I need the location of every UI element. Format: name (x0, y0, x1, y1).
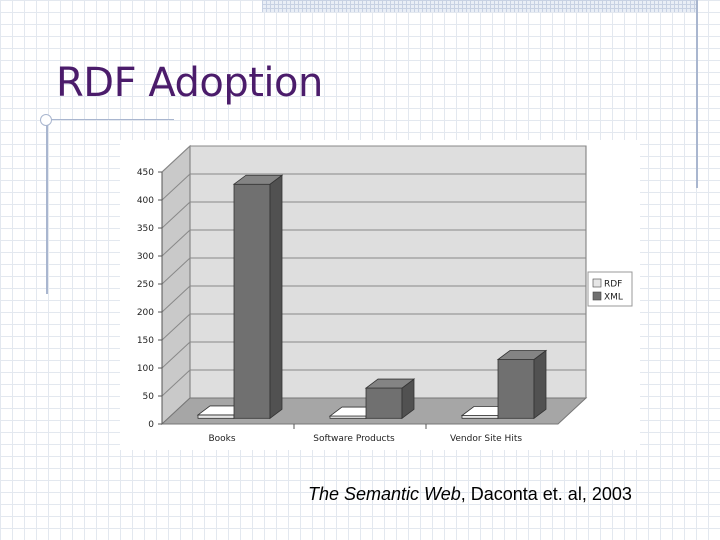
y-tick-label: 250 (137, 280, 154, 290)
gridline-side (161, 257, 191, 285)
bar-top (496, 350, 548, 360)
legend-label-xml: XML (604, 293, 623, 303)
slide-title: RDF Adoption (56, 60, 323, 106)
gridline-side (161, 229, 191, 257)
citation-title: The Semantic Web (308, 484, 461, 504)
gridline-side (161, 285, 191, 313)
right-rule-decoration (696, 0, 698, 188)
y-tick-label: 100 (137, 364, 154, 374)
gridline-side (161, 173, 191, 201)
citation-caption: The Semantic Web, Daconta et. al, 2003 (308, 484, 632, 505)
bar-side (269, 174, 283, 420)
bar-front (461, 415, 499, 419)
chart-side-wall (161, 144, 191, 426)
bar-front (233, 183, 271, 419)
legend-swatch-rdf (592, 278, 602, 288)
bar-front (365, 387, 403, 419)
bar-xml-2 (364, 378, 416, 420)
citation-author-year: , Daconta et. al, 2003 (460, 484, 632, 504)
y-tick-label: 450 (137, 168, 154, 178)
chart-category-labels: Books Software Products Vendor Site Hits (208, 424, 522, 444)
gridline-side (161, 145, 191, 173)
chart-legend: RDF XML (587, 271, 633, 307)
title-underline-decoration (46, 119, 174, 120)
y-tick-label: 50 (143, 392, 155, 402)
rdf-adoption-chart: 0 50 100 150 200 250 300 350 400 450 Books Softwar… (120, 140, 640, 450)
bar-top (364, 378, 416, 389)
bar-xml-3 (496, 349, 548, 420)
y-tick-label: 350 (137, 224, 154, 234)
gridline-side (161, 313, 191, 341)
y-tick-label: 0 (148, 420, 154, 430)
gridline-side (161, 201, 191, 229)
gridline-side (161, 341, 191, 369)
y-tick-label: 150 (137, 336, 154, 346)
bar-xml-1 (232, 174, 284, 420)
category-label: Books (208, 434, 235, 444)
y-tick-label: 300 (137, 252, 154, 262)
bar-front (197, 414, 235, 419)
legend-label-rdf: RDF (604, 280, 622, 290)
gridline-side (161, 369, 191, 397)
bar-front (497, 359, 535, 419)
category-label: Vendor Site Hits (450, 434, 522, 444)
category-label: Software Products (313, 434, 395, 444)
legend-box (587, 271, 633, 307)
bar-top (232, 174, 284, 185)
y-tick-label: 200 (137, 308, 154, 318)
bar-side (533, 349, 547, 420)
legend-swatch-xml (592, 291, 602, 301)
chart-bars (196, 174, 548, 420)
y-tick-label: 400 (137, 196, 154, 206)
rule-knob-decoration (40, 114, 52, 126)
chart-y-ticks: 0 50 100 150 200 250 300 350 400 450 (137, 168, 163, 430)
top-band-decoration (262, 0, 698, 12)
left-rule-decoration (46, 120, 48, 294)
